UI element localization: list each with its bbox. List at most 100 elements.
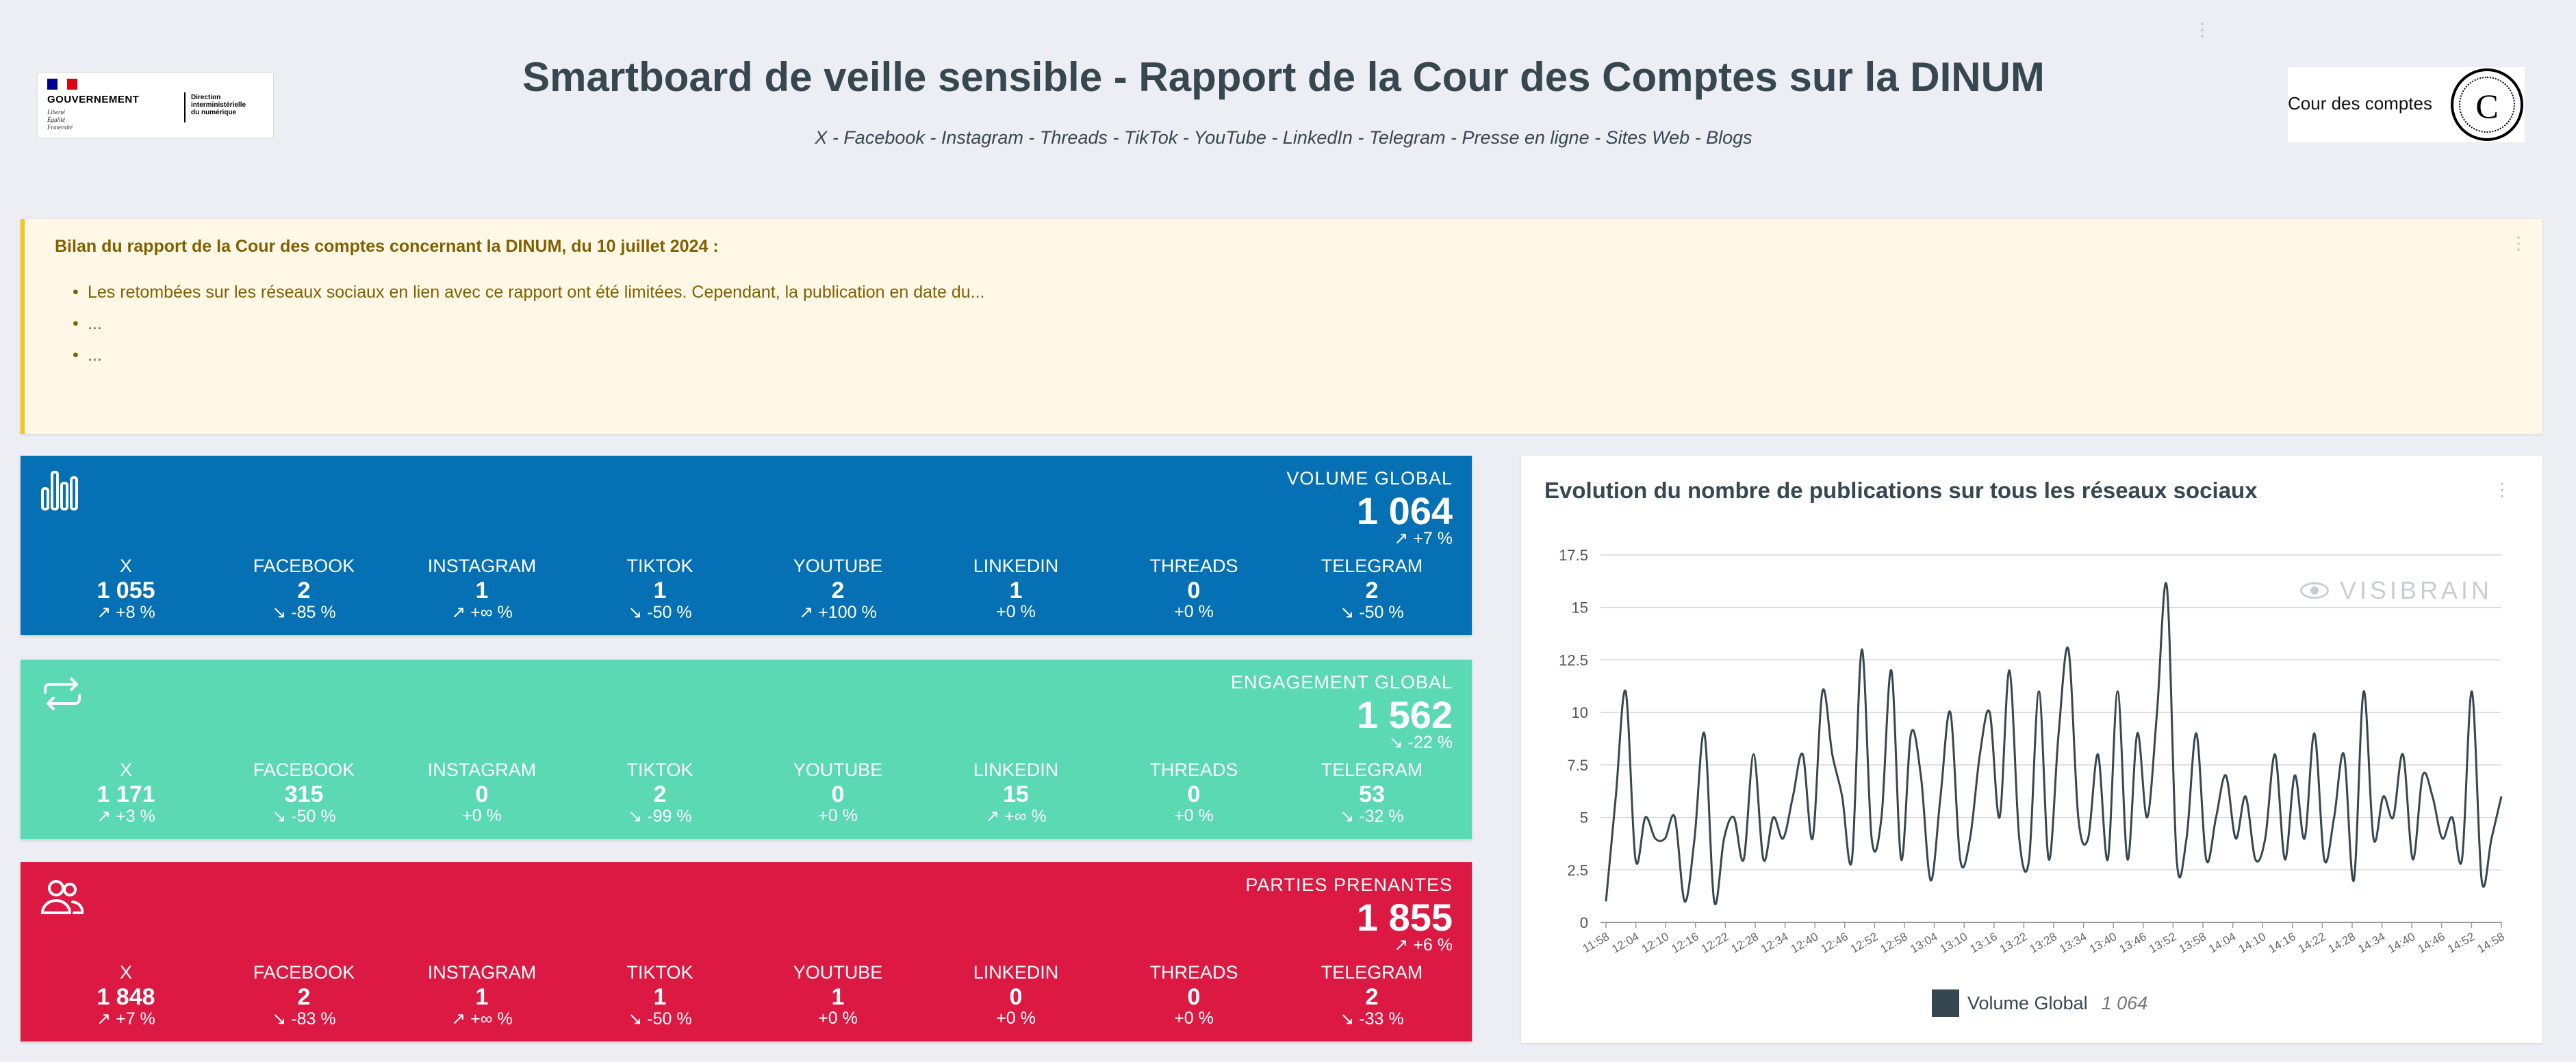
kebab-menu-icon[interactable]: ⋮ — [2193, 19, 2211, 40]
network-variation: ↘ -99 % — [628, 807, 692, 826]
x-tick-label: 13:46 — [2117, 930, 2148, 956]
kebab-menu-icon[interactable]: ⋮ — [2493, 479, 2511, 500]
x-tick-label: 14:10 — [2236, 930, 2268, 956]
network-stat-linkedin: LINKEDIN 15 ↗ +∞ % — [934, 760, 1098, 827]
global-title: ENGAGEMENT GLOBAL — [1230, 672, 1453, 692]
y-tick-label: 17.5 — [1559, 547, 1588, 564]
x-tick-label: 14:16 — [2266, 930, 2297, 956]
network-variation: ↘ -32 % — [1340, 807, 1404, 826]
global-value: 1 064 — [1356, 489, 1453, 532]
global-value: 1 562 — [1356, 693, 1453, 736]
network-value: 2 — [653, 781, 667, 807]
global-variation: ↘ -22 % — [1388, 733, 1453, 752]
network-stat-instagram: INSTAGRAM 0 +0 % — [400, 760, 564, 827]
x-tick-label: 12:52 — [1848, 930, 1880, 956]
line-chart: 0 2.5 5 7.5 10 12.5 15 17.5 11:5812:0412:1012:16… — [1559, 547, 2507, 956]
note-item: Les retombées sur les réseaux sociaux en… — [73, 282, 984, 313]
network-label: FACEBOOK — [253, 962, 355, 983]
network-label: YOUTUBE — [793, 962, 883, 983]
network-label: FACEBOOK — [253, 760, 355, 780]
network-variation: +0 % — [1174, 806, 1214, 825]
network-label: LINKEDIN — [973, 760, 1059, 780]
network-value: 1 — [653, 578, 667, 604]
repost-icon — [40, 672, 85, 717]
network-stat-telegram: TELEGRAM 2 ↘ -33 % — [1290, 962, 1454, 1029]
network-stat-facebook: FACEBOOK 2 ↘ -85 % — [222, 556, 386, 623]
cour-des-comptes-seal-icon: C — [2451, 68, 2523, 141]
eye-icon — [2300, 582, 2329, 599]
x-tick-label: 13:28 — [2028, 930, 2059, 956]
x-tick-label: 13:52 — [2147, 930, 2178, 956]
network-stat-threads: THREADS 0 +0 % — [1112, 962, 1276, 1029]
french-flag-icon — [47, 79, 78, 90]
summary-note-panel: Bilan du rapport de la Cour des comptes … — [21, 219, 2542, 434]
page-title: Smartboard de veille sensible - Rapport … — [522, 54, 2045, 100]
global-variation: ↗ +7 % — [1394, 529, 1453, 548]
network-label: X — [119, 556, 132, 576]
network-stat-facebook: FACEBOOK 315 ↘ -50 % — [222, 760, 386, 827]
network-label: FACEBOOK — [253, 556, 355, 576]
network-variation: ↘ -83 % — [272, 1009, 336, 1028]
bar-chart-icon — [40, 468, 85, 513]
y-tick-label: 7.5 — [1567, 757, 1588, 774]
network-variation: ↗ +∞ % — [451, 603, 513, 622]
network-label: INSTAGRAM — [427, 962, 537, 983]
network-stat-facebook: FACEBOOK 2 ↘ -83 % — [222, 962, 386, 1029]
network-variation: ↗ +∞ % — [451, 1009, 513, 1028]
chart-title: Evolution du nombre de publications sur … — [1544, 478, 2258, 503]
y-tick-label: 2.5 — [1567, 862, 1588, 879]
network-stat-instagram: INSTAGRAM 1 ↗ +∞ % — [400, 962, 564, 1029]
y-tick-label: 10 — [1572, 704, 1588, 721]
users-icon — [40, 875, 85, 920]
legend-value: 1 064 — [2101, 992, 2148, 1013]
network-value: 1 — [1009, 578, 1023, 604]
legend-swatch — [1932, 989, 1959, 1017]
note-item: ... — [73, 313, 985, 345]
stat-card-engagement: ENGAGEMENT GLOBAL 1 562 ↘ -22 % X 1 171 ↗ +3 … — [21, 660, 1472, 839]
network-stat-linkedin: LINKEDIN 1 +0 % — [934, 556, 1098, 623]
x-tick-label: 14:04 — [2206, 930, 2238, 956]
network-label: TELEGRAM — [1321, 760, 1423, 780]
x-tick-label: 13:34 — [2057, 930, 2089, 956]
network-label: THREADS — [1149, 962, 1238, 983]
network-value: 1 848 — [97, 984, 155, 1010]
network-value: 1 — [475, 984, 489, 1010]
network-value: 2 — [297, 984, 311, 1010]
network-label: TIKTOK — [626, 760, 693, 780]
network-variation: +0 % — [818, 806, 858, 825]
x-tick-label: 13:16 — [1967, 930, 1999, 956]
network-variation: ↘ -50 % — [628, 603, 692, 622]
network-variation: ↗ +7 % — [97, 1009, 155, 1028]
kebab-menu-icon[interactable]: ⋮ — [2510, 233, 2527, 253]
x-tick-label: 12:46 — [1818, 930, 1850, 956]
network-stat-linkedin: LINKEDIN 0 +0 % — [934, 962, 1098, 1029]
network-variation: ↘ -85 % — [272, 603, 336, 622]
network-variation: +0 % — [1174, 602, 1214, 621]
network-value: 0 — [1009, 984, 1023, 1010]
series-line-volume-global[interactable] — [1605, 582, 2503, 905]
page-subtitle: X - Facebook - Instagram - Threads - Tik… — [815, 127, 1752, 148]
network-value: 2 — [831, 578, 845, 604]
network-value: 2 — [297, 578, 311, 604]
network-variation: +0 % — [1174, 1009, 1214, 1028]
publications-chart-card: Evolution du nombre de publications sur … — [1521, 456, 2542, 1043]
network-value: 53 — [1359, 781, 1385, 807]
x-tick-label: 14:34 — [2356, 930, 2387, 956]
x-tick-label: 14:52 — [2445, 930, 2477, 956]
global-value: 1 855 — [1356, 896, 1453, 939]
network-stat-youtube: YOUTUBE 0 +0 % — [756, 760, 920, 827]
y-tick-label: 5 — [1580, 810, 1588, 827]
x-tick-label: 12:28 — [1729, 930, 1761, 956]
x-tick-label: 12:58 — [1878, 930, 1910, 956]
x-tick-label: 13:04 — [1908, 930, 1939, 956]
network-stat-telegram: TELEGRAM 2 ↘ -50 % — [1290, 556, 1454, 623]
chart-legend[interactable]: Volume Global 1 064 — [1932, 989, 2147, 1017]
x-tick-label: 11:58 — [1581, 930, 1611, 955]
network-variation: ↘ -50 % — [628, 1009, 692, 1028]
x-tick-label: 12:04 — [1609, 930, 1641, 956]
y-tick-label: 15 — [1572, 599, 1588, 617]
network-stat-youtube: YOUTUBE 2 ↗ +100 % — [756, 556, 920, 623]
visibrain-watermark: VISIBRAIN — [2300, 576, 2492, 605]
